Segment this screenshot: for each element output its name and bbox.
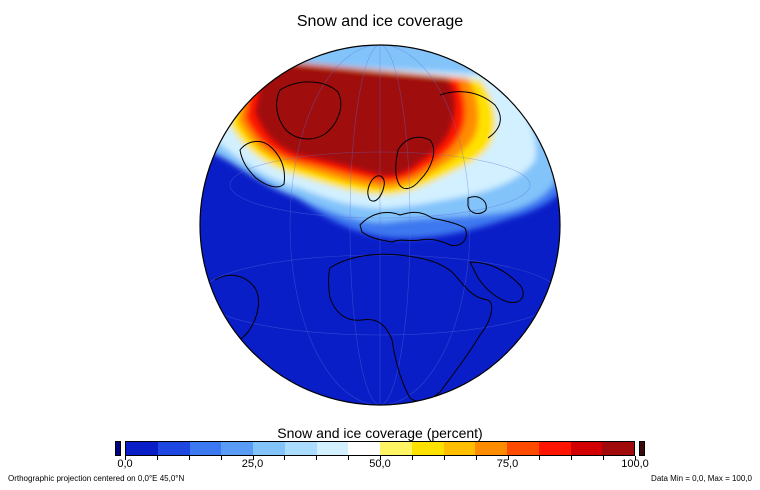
colorbar-tick xyxy=(507,456,509,460)
greenland-coast xyxy=(276,81,342,140)
globe-outline xyxy=(199,44,561,406)
colorbar-tick xyxy=(539,456,541,460)
colorbar-tick xyxy=(156,456,158,460)
colorbar-tick xyxy=(316,456,318,460)
colorbar-swatch xyxy=(411,442,444,455)
colorbar-tick-label: 0,0 xyxy=(117,458,133,470)
colorbar-under-swatch xyxy=(115,441,121,456)
colorbar xyxy=(125,441,635,456)
scandinavia-coast xyxy=(395,136,435,189)
colorbar-swatch xyxy=(570,442,603,455)
colorbar-swatch xyxy=(538,442,571,455)
colorbar-tick-label: 25,0 xyxy=(241,458,264,470)
colorbar-swatch xyxy=(348,442,380,455)
colorbar-swatch xyxy=(189,442,222,455)
colorbar-tick-label: 75,0 xyxy=(496,458,519,470)
colorbar-over-swatch xyxy=(639,441,645,456)
coastlines xyxy=(214,81,524,402)
colorbar-tick-label: 100,0 xyxy=(621,458,649,470)
graticule xyxy=(200,45,560,405)
colorbar-tick xyxy=(284,456,286,460)
colorbar-tick xyxy=(380,456,381,460)
arabia-coast xyxy=(469,261,524,304)
colorbar-swatch xyxy=(157,442,190,455)
colorbar-tick xyxy=(188,456,190,460)
colorbar-title: Snow and ice coverage (percent) xyxy=(277,425,483,441)
colorbar-swatch xyxy=(443,442,476,455)
caspian-coast xyxy=(467,196,487,214)
colorbar-swatch xyxy=(221,442,253,455)
colorbar-tick xyxy=(475,456,477,460)
colorbar-swatch xyxy=(475,442,507,455)
colorbar-tick xyxy=(220,456,222,460)
colorbar-swatch xyxy=(380,442,412,455)
colorbar-swatch xyxy=(253,442,285,455)
north-america-coast xyxy=(239,141,285,188)
coverage-band-max xyxy=(255,62,456,177)
colorbar-tick xyxy=(348,456,350,460)
colorbar-swatch xyxy=(507,442,539,455)
colorbar-tick xyxy=(125,456,126,460)
britain-coast xyxy=(367,175,385,202)
colorbar-swatch xyxy=(316,442,349,455)
colorbar-swatch xyxy=(602,442,634,455)
colorbar-swatch xyxy=(284,442,317,455)
colorbar-tick xyxy=(571,456,573,460)
colorbar-tick xyxy=(603,456,605,460)
data-range-note: Data Min = 0,0, Max = 100,0 xyxy=(651,474,752,483)
siberia-coast xyxy=(439,91,501,139)
colorbar-ticks xyxy=(125,456,636,461)
projection-note: Orthographic projection centered on 0,0°… xyxy=(8,474,185,483)
colorbar-tick xyxy=(443,456,445,460)
colorbar-tick xyxy=(252,456,254,460)
europe-coast xyxy=(359,211,467,247)
colorbar-tick xyxy=(411,456,413,460)
map-title: Snow and ice coverage xyxy=(296,13,464,30)
colorbar-tick xyxy=(635,456,636,460)
africa-coast xyxy=(328,253,493,402)
colorbar-tick-label: 50,0 xyxy=(369,458,391,470)
colorbar-swatch xyxy=(126,442,158,455)
